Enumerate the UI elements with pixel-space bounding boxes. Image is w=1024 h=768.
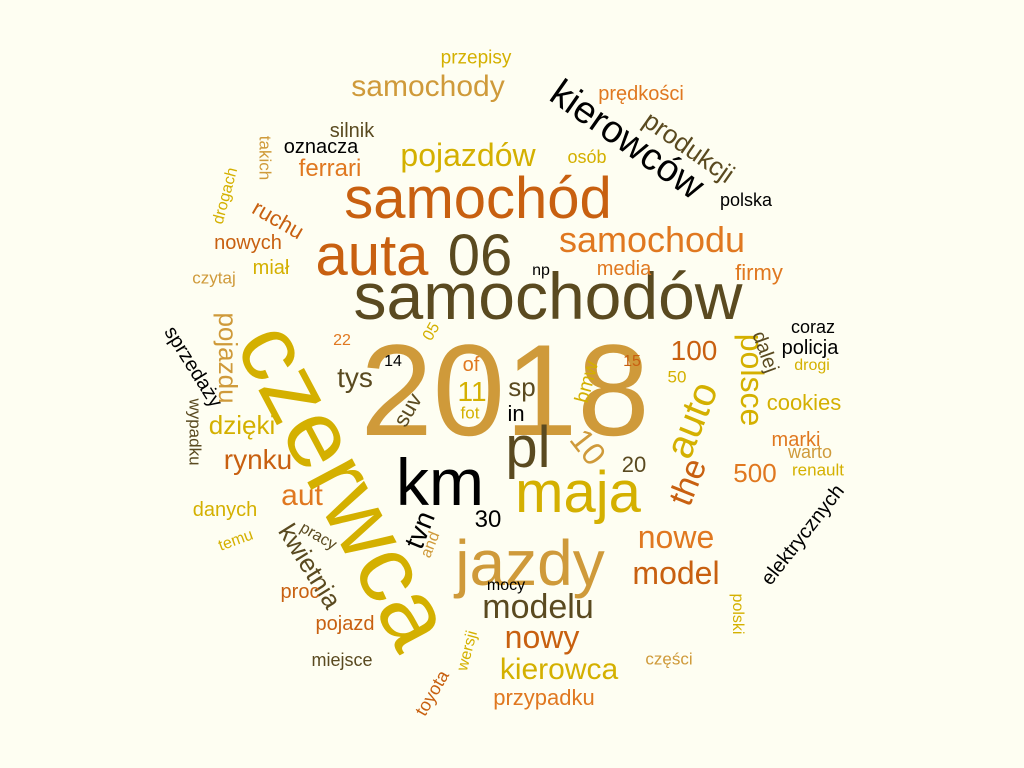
word: drogach (209, 165, 242, 226)
word: coraz (790, 317, 836, 337)
word: samochodu (558, 219, 746, 260)
word: the (661, 452, 715, 512)
word: dzięki (208, 410, 276, 440)
word: nowy (504, 619, 580, 655)
word: 30 (474, 506, 502, 533)
word: pojazdów (400, 137, 536, 173)
word: toyota (411, 666, 453, 720)
word: czytaj (192, 268, 236, 288)
word: maja (515, 460, 641, 525)
word: wersji (454, 628, 482, 673)
word: firmy (735, 260, 783, 285)
word: 100 (670, 335, 718, 366)
word: 20 (621, 452, 647, 477)
word: marki (771, 429, 821, 451)
word: media (596, 258, 652, 280)
word: warto (787, 442, 833, 462)
word: model (632, 555, 720, 591)
word: samochody (351, 70, 505, 103)
word: polska (719, 190, 773, 210)
word: auto (657, 375, 727, 465)
word: przepisy (440, 47, 512, 69)
word: renault (792, 460, 844, 480)
word: fot (460, 403, 480, 423)
word: km (396, 445, 484, 519)
word: kierowca (499, 653, 619, 686)
word: proc (280, 581, 320, 603)
word: temu (216, 526, 256, 555)
word: 06 (447, 223, 513, 288)
word: policja (781, 337, 839, 359)
word: nowe (637, 519, 715, 555)
word: np (532, 262, 550, 279)
word: danych (192, 499, 258, 521)
word: silnik (329, 120, 375, 142)
word: elektrycznych (757, 480, 849, 590)
word: 15 (623, 353, 641, 370)
word: in (507, 401, 525, 426)
word: tys (337, 362, 373, 393)
word: przypadku (493, 685, 595, 710)
word: drogi (794, 357, 830, 374)
word: mocy (486, 577, 526, 594)
word: auta (315, 223, 429, 288)
word: modelu (482, 588, 594, 626)
word: 50 (667, 367, 687, 387)
word: 2018 (360, 317, 650, 463)
word: samochód (344, 166, 612, 231)
word: polski (729, 593, 746, 635)
word: miał (252, 257, 290, 279)
word: ferrari (298, 155, 362, 182)
word: sp (508, 372, 536, 402)
word: oznacza (283, 136, 359, 158)
word: of (462, 354, 480, 376)
word: 11 (457, 376, 487, 407)
word: samochodów (353, 259, 743, 333)
word: rynku (223, 444, 293, 475)
word: wypadku (185, 398, 205, 466)
word: osób (567, 147, 607, 167)
word: pojazd (315, 613, 375, 635)
word: pl (505, 415, 551, 480)
word: cookies (766, 390, 842, 415)
word: prędkości (598, 83, 684, 105)
word: 500 (733, 458, 777, 488)
word: miejsce (311, 650, 373, 670)
word: części (645, 649, 693, 669)
word: 14 (384, 353, 402, 370)
word: nowych (214, 232, 282, 254)
word: 22 (333, 332, 351, 349)
word: jazdy (455, 527, 605, 599)
word: aut (281, 479, 323, 512)
word: takich (255, 135, 275, 181)
